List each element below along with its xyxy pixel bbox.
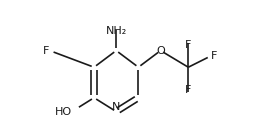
Text: F: F <box>185 39 191 50</box>
Text: F: F <box>210 51 217 61</box>
Text: F: F <box>43 46 50 56</box>
Text: F: F <box>185 85 191 95</box>
Text: HO: HO <box>55 107 72 117</box>
Text: NH₂: NH₂ <box>105 26 127 36</box>
Text: N: N <box>112 102 120 112</box>
Text: O: O <box>156 46 165 56</box>
